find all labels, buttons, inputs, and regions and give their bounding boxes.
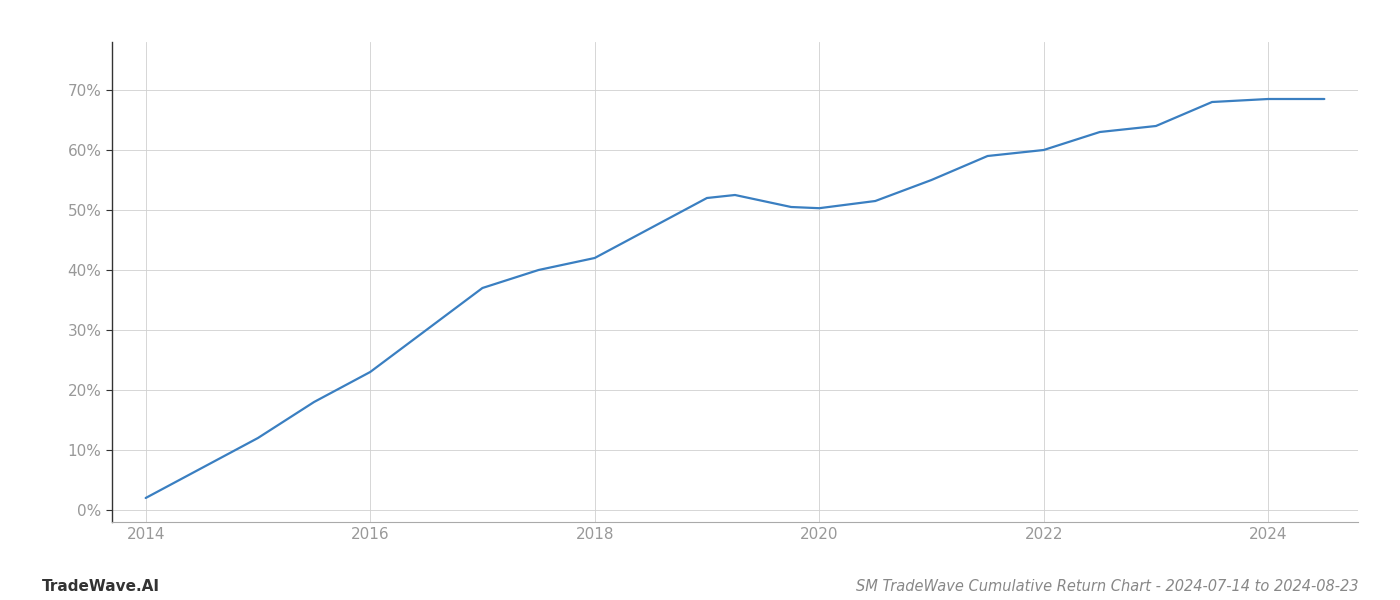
Text: TradeWave.AI: TradeWave.AI xyxy=(42,579,160,594)
Text: SM TradeWave Cumulative Return Chart - 2024-07-14 to 2024-08-23: SM TradeWave Cumulative Return Chart - 2… xyxy=(855,579,1358,594)
